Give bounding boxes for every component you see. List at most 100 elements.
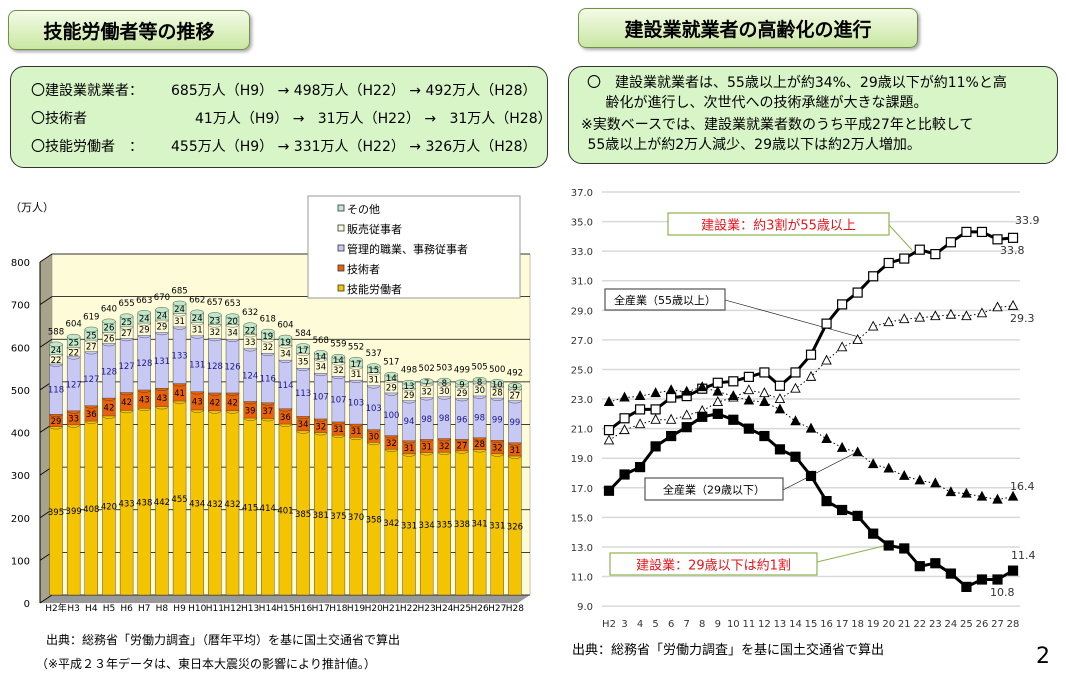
summary-row-skilled: 〇技能労働者 ： 455万人（H9） → 331万人（H22） → 326万人（H… <box>31 136 537 156</box>
data-point <box>681 409 692 420</box>
total-label: 537 <box>366 349 382 359</box>
x-tick-label: 25 <box>960 619 973 630</box>
x-tick-label: 27 <box>991 619 1004 630</box>
x-tick-label: H2年 <box>45 602 67 614</box>
x-tick-label: H20 <box>365 604 383 614</box>
data-label: 25 <box>68 339 79 349</box>
total-label: 505 <box>471 363 487 373</box>
data-point <box>852 446 863 457</box>
total-label: 670 <box>154 293 170 303</box>
x-tick-label: H11 <box>206 604 224 614</box>
annotation-box <box>609 552 818 576</box>
data-label: 42 <box>209 398 220 408</box>
right-title-text: 建設業就業者の高齢化の進行 <box>624 18 872 41</box>
data-label: 24 <box>51 346 62 356</box>
data-label: 35 <box>298 357 309 367</box>
data-label: 28 <box>492 389 503 399</box>
data-label: 13 <box>404 382 415 392</box>
y-tick-label: 15.0 <box>571 513 593 524</box>
annotation-leader <box>888 224 913 251</box>
data-label: 408 <box>83 505 99 515</box>
bar-segment-cap <box>137 310 151 316</box>
data-label: 32 <box>315 422 326 432</box>
data-label: 29 <box>457 389 468 399</box>
bar-segment-cap <box>490 379 504 385</box>
x-tick-label: H22 <box>400 604 418 614</box>
left-source: 出典：総務省「労働力調査」（暦年平均）を基に国土交通省で算出 <box>46 633 401 647</box>
data-point <box>728 376 739 387</box>
data-label: 381 <box>313 511 329 521</box>
y-tick-label: 800 <box>11 258 30 269</box>
data-label: 7 <box>424 379 429 389</box>
data-label: 94 <box>404 417 415 427</box>
data-label: 29 <box>51 417 62 427</box>
data-label: 29.3 <box>1010 312 1035 325</box>
bar-segment-cap <box>349 357 363 363</box>
data-label: 43 <box>192 397 203 407</box>
bar-segment-cap <box>296 343 310 349</box>
data-label: 128 <box>136 359 152 369</box>
data-label: 432 <box>224 500 240 510</box>
y-tick-label: 29.0 <box>571 306 593 317</box>
data-point <box>743 384 755 395</box>
x-tick-label: 15 <box>805 619 818 630</box>
data-label: 375 <box>330 512 346 522</box>
x-tick-label: 5 <box>652 619 658 630</box>
left-note: （※平成２３年データは、東日本大震災の影響により推計値。） <box>36 657 376 671</box>
data-point <box>650 387 661 398</box>
total-label: 492 <box>507 368 523 378</box>
annotation-text: 全産業（55歳以上） <box>614 293 716 307</box>
data-point <box>743 423 754 434</box>
bar-segment-cap <box>155 307 169 313</box>
data-point <box>837 299 848 310</box>
x-tick-label: 28 <box>1007 619 1020 630</box>
x-tick-label: H14 <box>259 604 277 614</box>
bar-segment-cap <box>419 378 434 384</box>
summary-line: ※実数ベースでは、建設業就業者数のうち平成27年と比較して <box>581 117 974 133</box>
y-tick-label: 13.0 <box>571 543 593 554</box>
data-point <box>961 581 972 592</box>
data-label: 118 <box>48 386 64 396</box>
bar-segment-cap <box>278 334 293 341</box>
annotation-box <box>667 212 890 236</box>
x-tick-label: 4 <box>637 619 643 630</box>
total-label: 618 <box>260 315 276 325</box>
data-label: 43 <box>156 394 167 404</box>
summary-label: 〇技能労働者 ： <box>31 139 143 155</box>
data-point <box>930 310 941 321</box>
legend-swatch <box>337 224 345 232</box>
data-point <box>821 318 832 329</box>
data-point <box>899 470 910 480</box>
data-label: 29 <box>139 326 150 336</box>
y-tick-label: 200 <box>11 514 30 525</box>
data-label: 98 <box>474 413 485 423</box>
y-tick-label: 35.0 <box>571 218 593 229</box>
data-point <box>790 451 801 462</box>
x-tick-label: H27 <box>488 604 506 614</box>
summary-label: 〇技術者 <box>31 111 87 127</box>
data-point <box>976 574 988 585</box>
data-point <box>805 370 817 381</box>
right-section-title: 建設業就業者の高齢化の進行 <box>578 8 918 48</box>
data-label: 9 <box>512 384 517 394</box>
y-tick-label: 19.0 <box>571 454 593 465</box>
data-label: 98 <box>439 414 450 424</box>
data-label: 399 <box>66 507 82 517</box>
data-label: 25 <box>121 318 132 328</box>
summary-value: 685万人（H9） → 498万人（H22） → 492万人（H28） <box>171 83 537 99</box>
x-tick-label: H19 <box>347 604 365 614</box>
data-label: 113 <box>295 389 311 399</box>
age-ratio-line-chart: 9.0 11.0 13.0 15.0 17.0 19.0 21.0 23.0 25.0 27.0 2… <box>571 188 1040 630</box>
data-label: 34 <box>227 329 238 339</box>
plot-floor <box>40 595 530 603</box>
total-label: 499 <box>454 365 470 375</box>
data-label: 17 <box>351 360 362 370</box>
bar-segment-cap <box>402 380 416 386</box>
x-tick-label: H23 <box>418 604 436 614</box>
annotation-text: 建設業：約3割が55歳以上 <box>701 218 856 234</box>
x-tick-label: H10 <box>188 604 206 614</box>
bar-segment-cap <box>455 379 469 386</box>
data-label: 31 <box>421 443 432 453</box>
legend-swatch <box>337 204 345 212</box>
data-point <box>837 504 848 516</box>
